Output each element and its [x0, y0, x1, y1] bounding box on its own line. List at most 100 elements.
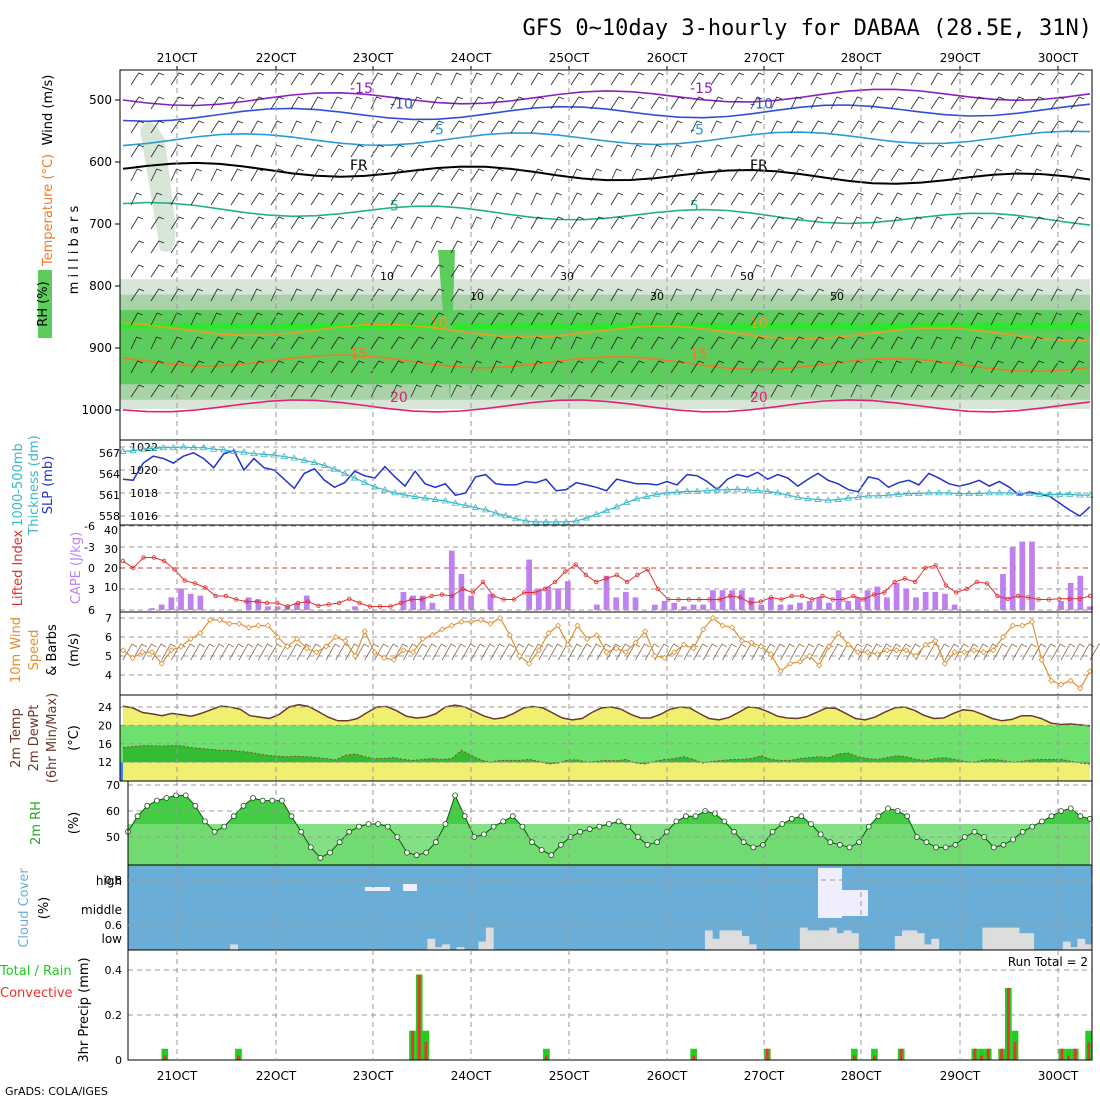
isotherm-line: [122, 161, 1091, 185]
cape-bar: [168, 597, 175, 610]
thickness-marker: [884, 491, 893, 498]
thickness-marker: [250, 449, 258, 457]
wind-barb-10m: [325, 643, 341, 661]
wind-barb: [730, 192, 744, 206]
cloud-background: [128, 865, 1092, 950]
thickness-marker: [421, 494, 429, 501]
slp-tick: 1016: [130, 510, 158, 523]
wind-barb: [130, 144, 144, 158]
wind-barb: [910, 192, 923, 206]
wind-barb: [630, 336, 644, 350]
wind-barb: [350, 240, 363, 254]
wind-barb: [650, 168, 663, 182]
wind-barb: [150, 312, 163, 326]
thickness-marker: [864, 492, 873, 499]
wind-barb: [790, 192, 805, 206]
wind-barb: [990, 360, 1004, 374]
wind-barb: [490, 264, 505, 278]
wind-barb: [710, 288, 722, 302]
wind-barb: [410, 168, 425, 182]
wind-barb: [670, 144, 682, 158]
wind-speed-marker: [951, 649, 958, 656]
wind-barb: [850, 144, 865, 158]
wind-barb: [710, 264, 723, 278]
cape-bar: [197, 595, 204, 610]
wind-barb: [990, 384, 1005, 398]
lifted-index-marker: [141, 555, 146, 560]
wind-barb: [150, 216, 164, 230]
lifted-index-marker: [439, 592, 445, 597]
wind-barb: [170, 288, 184, 302]
wind-barb-10m: [248, 643, 263, 661]
wind-speed-marker: [323, 643, 330, 650]
wind-speed-marker: [342, 637, 349, 644]
rh2m-marker: [432, 839, 439, 846]
wind-barb: [250, 168, 264, 182]
lifted-index-marker: [1015, 593, 1021, 599]
wind-barb: [230, 96, 245, 110]
wind-barb-10m: [1079, 643, 1095, 661]
wind-barb: [230, 240, 245, 254]
rh2m-tick: 50: [106, 831, 120, 844]
wind-barb: [790, 384, 803, 398]
pressure-tick: 900: [89, 341, 112, 355]
wind-barb: [930, 192, 942, 206]
wind-barb: [450, 240, 463, 254]
low-cloud-bar: [982, 927, 991, 950]
wind-barb: [1070, 192, 1085, 206]
wind-barb: [810, 72, 823, 86]
wind-barb: [750, 216, 765, 230]
lifted-index-marker: [923, 565, 928, 571]
wind-speed-marker: [1028, 618, 1036, 625]
wind-barb: [210, 240, 225, 254]
wind-speed-marker: [293, 635, 301, 642]
wind-barb: [570, 216, 584, 230]
wind-barb: [1050, 144, 1063, 158]
top-date-axis: 21OCT 22OCT 23OCT 24OCT 25OCT 26OCT 27OCT 28OCT…: [157, 51, 1079, 70]
top-date-label: 29OCT: [940, 51, 981, 65]
lifted-index-marker: [552, 579, 558, 585]
rh2m-marker: [259, 797, 266, 804]
rh2m-marker: [230, 813, 237, 820]
wind-barb: [130, 96, 145, 110]
wind-barb: [970, 336, 982, 350]
wind-barb: [310, 312, 324, 326]
wind-barb: [350, 144, 364, 158]
wind-barb-10m: [316, 643, 331, 661]
wind-barb-10m: [644, 643, 660, 661]
wind-barb: [310, 120, 322, 134]
wind-barb: [630, 72, 645, 86]
wind-barb: [990, 264, 1005, 278]
wind-barb: [990, 96, 1005, 110]
wind-barb: [170, 336, 183, 350]
wind-barb: [650, 192, 665, 206]
top-date-label: 30OCT: [1038, 51, 1079, 65]
thickness-marker: [320, 461, 329, 468]
cape-bar: [951, 604, 958, 610]
wind-barb-10m: [1031, 643, 1047, 661]
wind-barb: [510, 360, 522, 374]
wind-barb: [430, 168, 445, 182]
rh2m-axis-label: 2m RH: [29, 801, 44, 845]
wind-barb: [830, 120, 844, 134]
thickness-marker: [925, 489, 933, 496]
wind-barb: [690, 120, 703, 134]
isotherm-label: 5: [390, 198, 399, 214]
wind-barb: [1070, 312, 1083, 326]
cape-bar: [913, 597, 919, 610]
wind-barb: [430, 216, 443, 230]
wind-speed-marker: [390, 656, 397, 663]
cape-bar: [758, 604, 765, 610]
wind-barb-10m: [190, 643, 205, 661]
low-cloud-bar: [230, 944, 239, 950]
thickness-axis-label-2: Thickness (dm): [27, 435, 42, 535]
wind-barb: [530, 72, 544, 86]
cape-bar: [719, 590, 726, 610]
wind-barb: [890, 72, 902, 86]
wind-barb: [190, 120, 205, 134]
rh2m-tick: 60: [106, 805, 120, 818]
thickness-marker: [703, 486, 711, 494]
wind-barb: [990, 312, 1003, 326]
wind-barb: [830, 216, 843, 230]
